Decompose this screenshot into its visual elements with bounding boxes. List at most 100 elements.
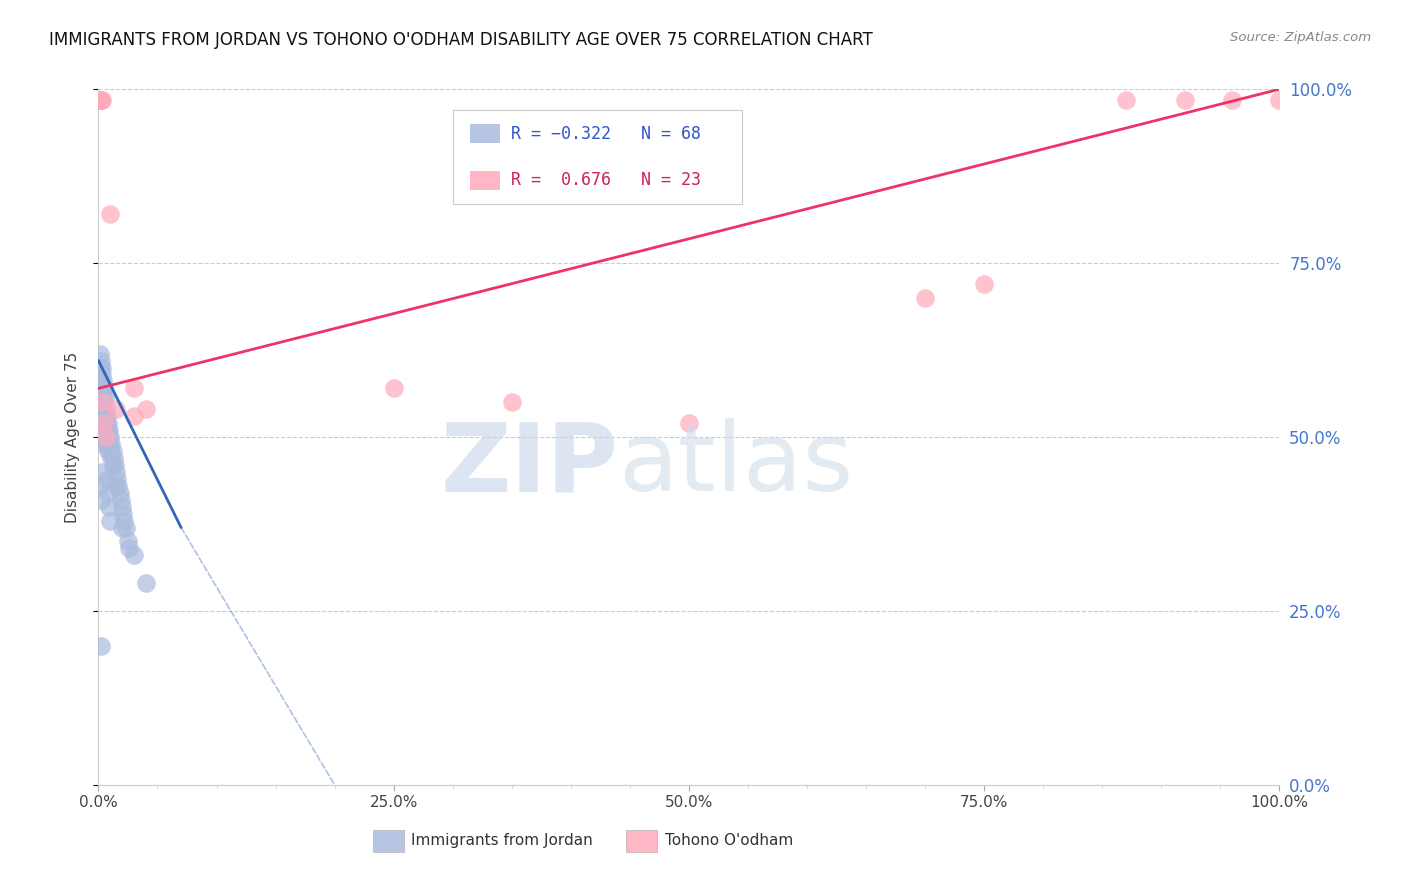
Point [501,395,523,409]
Point [98,430,121,444]
Point [91,402,114,417]
Point [96,409,118,424]
Point [382,381,405,395]
Point [93,409,115,424]
Point [108,485,131,500]
Point [98,437,121,451]
Point [97,444,120,458]
Point [973,277,995,291]
Point [91,360,114,375]
Point [91,423,114,437]
Point [100,437,122,451]
Point [91,368,114,382]
Point [90,93,112,107]
Point [91,465,114,479]
Point [117,534,139,549]
Point [105,472,128,486]
Point [103,450,125,465]
Point [98,500,121,514]
Text: R =  0.676   N = 23: R = 0.676 N = 23 [510,171,700,189]
Point [94,416,117,430]
Point [1174,93,1197,107]
Point [96,437,118,451]
Point [93,395,115,409]
Point [90,492,112,507]
Point [90,402,112,417]
Point [135,402,157,417]
Point [98,423,121,437]
Point [101,458,124,472]
Point [105,465,128,479]
Point [98,207,121,221]
Point [94,388,117,402]
Point [90,388,112,402]
Point [96,472,118,486]
Point [104,458,127,472]
Point [93,437,115,451]
Point [89,395,111,409]
Bar [471,170,501,190]
Point [110,492,132,507]
Text: Tohono O'odham: Tohono O'odham [665,833,793,847]
Point [89,93,111,107]
Point [97,416,120,430]
FancyBboxPatch shape [453,110,742,204]
Point [91,93,114,107]
Point [118,541,141,556]
Point [111,520,134,534]
Point [107,479,129,493]
Point [1220,93,1243,107]
Point [91,395,114,409]
Point [90,375,112,389]
Point [97,485,120,500]
Text: ZIP: ZIP [440,418,619,511]
Point [122,409,145,424]
Y-axis label: Disability Age Over 75: Disability Age Over 75 [65,351,80,523]
Point [114,520,136,534]
Point [89,93,111,107]
Point [112,507,135,521]
Point [89,381,111,395]
Point [678,416,700,430]
Point [105,479,128,493]
Point [91,416,114,430]
Point [93,381,115,395]
Point [91,388,114,402]
Text: Source: ZipAtlas.com: Source: ZipAtlas.com [1230,31,1371,45]
Point [914,291,936,305]
Point [96,423,118,437]
Point [93,423,115,437]
Point [105,402,128,417]
Point [122,549,145,563]
Point [91,430,114,444]
Text: R = −0.322   N = 68: R = −0.322 N = 68 [510,125,700,143]
Point [122,381,145,395]
Point [89,346,111,360]
Point [90,416,112,430]
Point [97,430,120,444]
Text: atlas: atlas [619,418,853,511]
Point [101,444,124,458]
Point [91,381,114,395]
Point [91,409,114,424]
Point [94,430,117,444]
Point [91,395,114,409]
Point [90,93,112,107]
Point [98,444,121,458]
Text: IMMIGRANTS FROM JORDAN VS TOHONO O'ODHAM DISABILITY AGE OVER 75 CORRELATION CHAR: IMMIGRANTS FROM JORDAN VS TOHONO O'ODHAM… [49,31,873,49]
Point [112,514,135,528]
Point [111,500,134,514]
Point [90,639,112,653]
Point [98,514,121,528]
Point [94,430,117,444]
Point [89,479,111,493]
Point [89,93,111,107]
Point [89,360,111,375]
Point [135,576,157,591]
Point [93,416,115,430]
Point [1115,93,1137,107]
Point [94,402,117,417]
Point [100,450,122,465]
Point [1268,93,1291,107]
Point [90,353,112,368]
